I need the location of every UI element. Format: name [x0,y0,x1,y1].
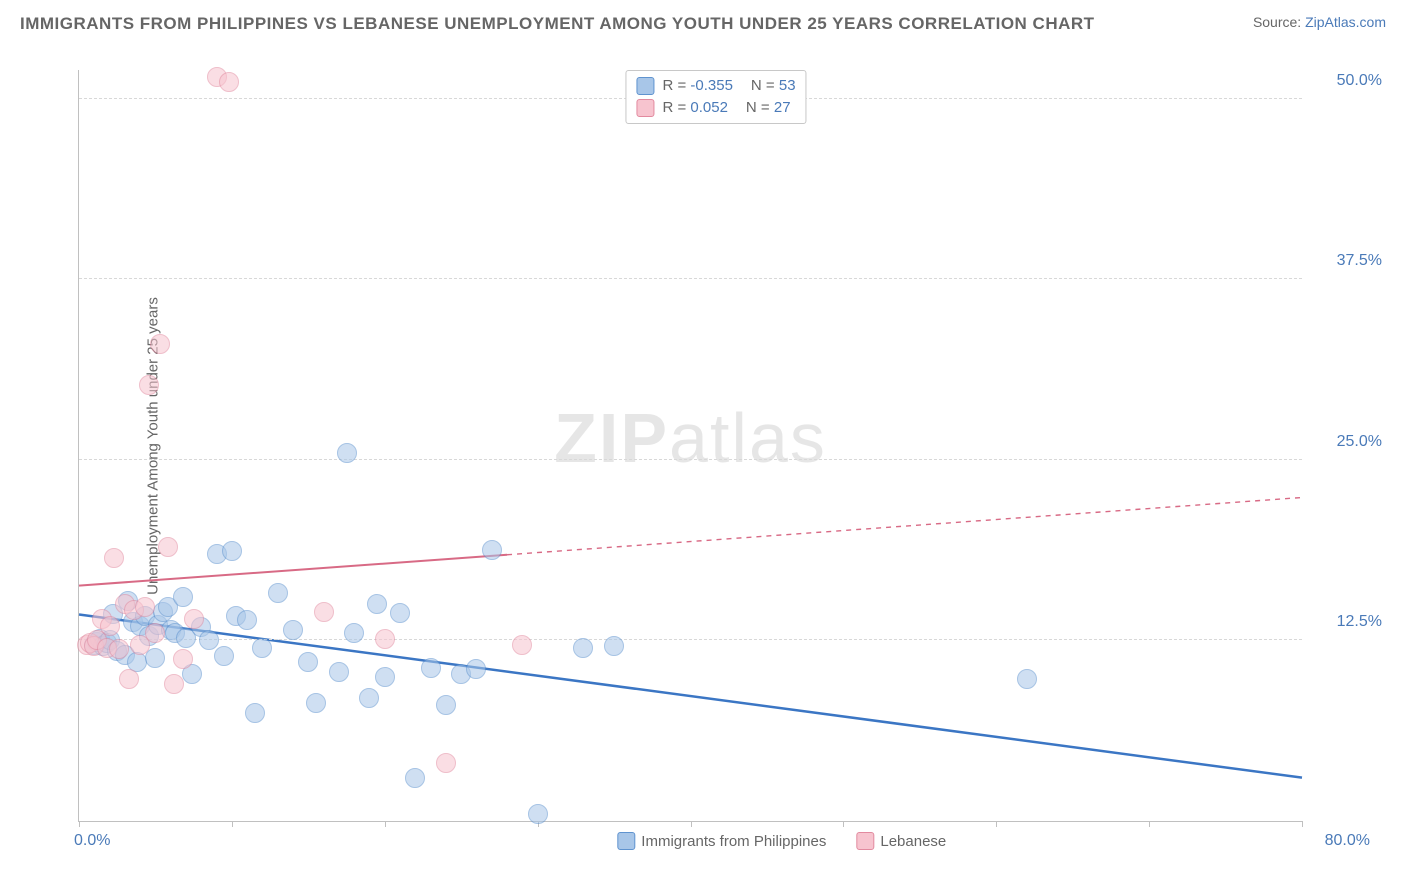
scatter-point-philippines [604,636,624,656]
scatter-point-philippines [421,658,441,678]
legend-swatch-lebanese [856,832,874,850]
x-tick [843,821,844,827]
legend-r-label: R = 0.052 [662,97,727,119]
y-tick-label: 25.0% [1312,433,1382,451]
scatter-point-philippines [214,646,234,666]
scatter-point-philippines [306,693,326,713]
legend-swatch-lebanese [636,99,654,117]
scatter-point-philippines [573,638,593,658]
legend-n-label: N = 27 [746,97,791,119]
trendline-dashed-lebanese [507,497,1302,554]
scatter-point-philippines [329,662,349,682]
scatter-point-lebanese [158,537,178,557]
scatter-point-lebanese [145,623,165,643]
x-tick [232,821,233,827]
scatter-point-philippines [245,703,265,723]
scatter-point-philippines [283,620,303,640]
scatter-point-lebanese [436,753,456,773]
scatter-point-philippines [222,541,242,561]
y-tick-label: 37.5% [1312,252,1382,270]
legend-stats-row-philippines: R = -0.355 N = 53 [636,75,795,97]
x-tick [79,821,80,827]
trendline-lebanese [79,555,507,586]
scatter-point-lebanese [314,602,334,622]
scatter-point-lebanese [104,548,124,568]
x-tick [996,821,997,827]
chart-area: ZIPatlas 12.5%25.0%37.5%50.0% R = -0.355… [50,50,1382,872]
scatter-point-lebanese [100,616,120,636]
scatter-point-philippines [252,638,272,658]
legend-item-lebanese: Lebanese [856,832,946,850]
scatter-point-lebanese [135,597,155,617]
legend-stats: R = -0.355 N = 53 R = 0.052 N = 27 [625,70,806,124]
legend-label: Immigrants from Philippines [641,833,826,850]
x-tick [385,821,386,827]
scatter-point-philippines [1017,669,1037,689]
scatter-point-lebanese [119,669,139,689]
legend-item-philippines: Immigrants from Philippines [617,832,826,850]
scatter-point-philippines [298,652,318,672]
scatter-point-philippines [528,804,548,824]
gridline [79,459,1302,460]
legend-r-label: R = -0.355 [662,75,732,97]
x-tick [691,821,692,827]
scatter-point-philippines [390,603,410,623]
scatter-point-lebanese [164,674,184,694]
x-axis-max-label: 80.0% [1325,832,1370,850]
scatter-point-lebanese [219,72,239,92]
legend-n-label: N = 53 [751,75,796,97]
scatter-point-philippines [237,610,257,630]
source-prefix: Source: [1253,14,1305,30]
scatter-point-lebanese [109,639,129,659]
chart-title: IMMIGRANTS FROM PHILIPPINES VS LEBANESE … [20,14,1095,34]
legend-stats-row-lebanese: R = 0.052 N = 27 [636,97,795,119]
scatter-point-philippines [359,688,379,708]
legend-series: Immigrants from Philippines Lebanese [617,832,946,850]
y-tick-label: 12.5% [1312,613,1382,631]
source-attribution: Source: ZipAtlas.com [1253,14,1386,30]
scatter-point-philippines [173,587,193,607]
scatter-point-philippines [405,768,425,788]
x-tick [1302,821,1303,827]
legend-swatch-philippines [636,77,654,95]
legend-label: Lebanese [880,833,946,850]
source-link[interactable]: ZipAtlas.com [1305,14,1386,30]
x-axis-min-label: 0.0% [74,832,110,850]
scatter-point-philippines [466,659,486,679]
scatter-point-philippines [337,443,357,463]
legend-swatch-philippines [617,832,635,850]
x-tick [1149,821,1150,827]
scatter-point-lebanese [173,649,193,669]
gridline [79,278,1302,279]
scatter-point-lebanese [512,635,532,655]
scatter-point-lebanese [375,629,395,649]
scatter-point-philippines [344,623,364,643]
scatter-point-philippines [145,648,165,668]
scatter-point-lebanese [184,609,204,629]
scatter-point-lebanese [150,334,170,354]
scatter-point-philippines [375,667,395,687]
scatter-point-philippines [436,695,456,715]
scatter-point-philippines [367,594,387,614]
scatter-point-philippines [482,540,502,560]
scatter-point-philippines [268,583,288,603]
plot-region: ZIPatlas 12.5%25.0%37.5%50.0% [78,70,1302,822]
scatter-point-lebanese [139,375,159,395]
scatter-point-philippines [199,630,219,650]
y-tick-label: 50.0% [1312,72,1382,90]
